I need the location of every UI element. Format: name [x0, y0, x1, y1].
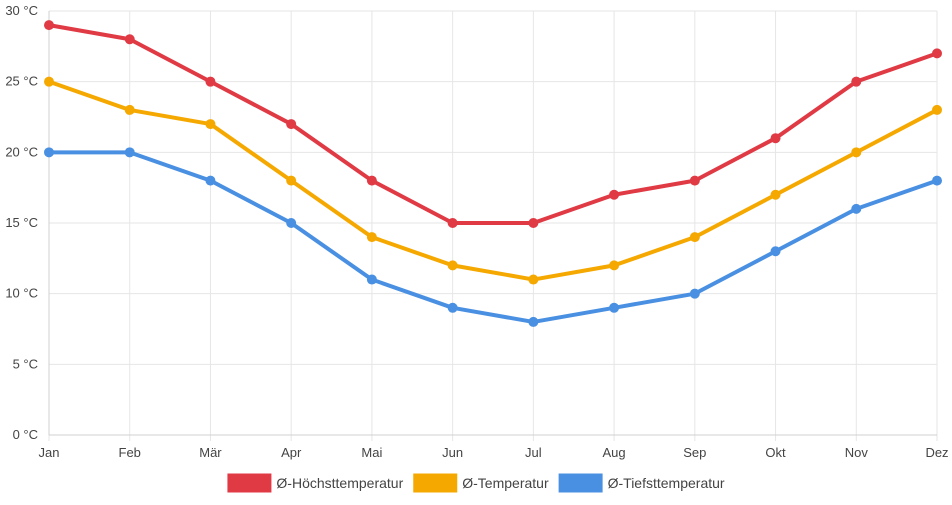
- y-tick-label: 5 °C: [13, 356, 38, 371]
- data-point[interactable]: [770, 133, 781, 144]
- data-point[interactable]: [851, 76, 862, 87]
- legend-swatch: [227, 473, 272, 493]
- data-point[interactable]: [124, 147, 135, 158]
- data-point[interactable]: [366, 232, 377, 243]
- data-point[interactable]: [205, 175, 216, 186]
- x-tick-label: Apr: [281, 445, 302, 460]
- x-tick-label: Mai: [361, 445, 382, 460]
- data-point[interactable]: [44, 20, 54, 31]
- data-point[interactable]: [528, 274, 539, 285]
- y-tick-label: 30 °C: [5, 3, 38, 18]
- data-point[interactable]: [366, 274, 377, 285]
- x-tick-label: Jan: [39, 445, 60, 460]
- x-tick-label: Nov: [845, 445, 869, 460]
- data-point[interactable]: [932, 48, 942, 59]
- data-point[interactable]: [770, 246, 781, 257]
- x-tick-label: Feb: [119, 445, 141, 460]
- x-tick-label: Mär: [199, 445, 222, 460]
- grid: [48, 10, 938, 441]
- data-point[interactable]: [124, 104, 135, 115]
- data-point[interactable]: [286, 218, 297, 228]
- data-point[interactable]: [286, 119, 297, 130]
- legend-label: Ø-Tiefsttemperatur: [608, 475, 725, 491]
- x-tick-label: Sep: [683, 445, 706, 460]
- legend-swatch: [558, 473, 603, 493]
- series: [44, 20, 942, 327]
- data-point[interactable]: [851, 147, 862, 158]
- y-tick-label: 25 °C: [5, 74, 38, 89]
- series-2: [44, 76, 942, 285]
- axes: 0 °C 5 °C 10 °C 15 °C 20 °C 25 °C 30 °C Jan Feb M…: [5, 3, 948, 460]
- x-tick-label: Okt: [765, 445, 786, 460]
- x-tick-label: Jul: [525, 445, 542, 460]
- series-1: [44, 20, 942, 228]
- data-point[interactable]: [770, 189, 781, 200]
- legend-label: Ø-Temperatur: [462, 475, 549, 491]
- legend-item[interactable]: Ø-Höchsttemperatur: [227, 473, 404, 493]
- data-point[interactable]: [44, 76, 54, 87]
- legend-item[interactable]: Ø-Tiefsttemperatur: [558, 473, 725, 493]
- series-line: [47, 23, 939, 225]
- y-tick-label: 15 °C: [5, 215, 38, 230]
- y-tick-label: 0 °C: [13, 427, 38, 442]
- data-point[interactable]: [528, 316, 539, 327]
- data-point[interactable]: [366, 175, 377, 186]
- data-point[interactable]: [205, 76, 216, 87]
- data-point[interactable]: [689, 232, 700, 243]
- data-point[interactable]: [44, 147, 54, 158]
- data-point[interactable]: [932, 104, 942, 115]
- data-point[interactable]: [689, 175, 700, 186]
- data-point[interactable]: [286, 175, 297, 186]
- legend-item[interactable]: Ø-Temperatur: [413, 473, 549, 493]
- y-tick-label: 20 °C: [5, 144, 38, 159]
- data-point[interactable]: [528, 218, 539, 228]
- data-point[interactable]: [932, 175, 942, 186]
- x-tick-label: Jun: [442, 445, 463, 460]
- data-point[interactable]: [609, 302, 620, 313]
- legend[interactable]: Ø-Höchsttemperatur Ø-Temperatur Ø-Tiefstte…: [227, 473, 725, 493]
- data-point[interactable]: [609, 189, 620, 200]
- data-point[interactable]: [609, 260, 620, 271]
- legend-label: Ø-Höchsttemperatur: [276, 475, 403, 491]
- legend-swatch: [413, 473, 458, 493]
- series-3: [44, 147, 942, 327]
- x-tick-label: Dez: [925, 445, 948, 460]
- data-point[interactable]: [851, 203, 862, 214]
- data-point[interactable]: [689, 288, 700, 299]
- x-tick-label: Aug: [603, 445, 626, 460]
- y-tick-label: 10 °C: [5, 286, 38, 301]
- data-point[interactable]: [447, 302, 458, 313]
- data-point[interactable]: [124, 34, 135, 45]
- data-point[interactable]: [447, 218, 458, 228]
- series-line: [47, 150, 939, 324]
- data-point[interactable]: [447, 260, 458, 271]
- series-line: [47, 79, 939, 282]
- data-point[interactable]: [205, 119, 216, 130]
